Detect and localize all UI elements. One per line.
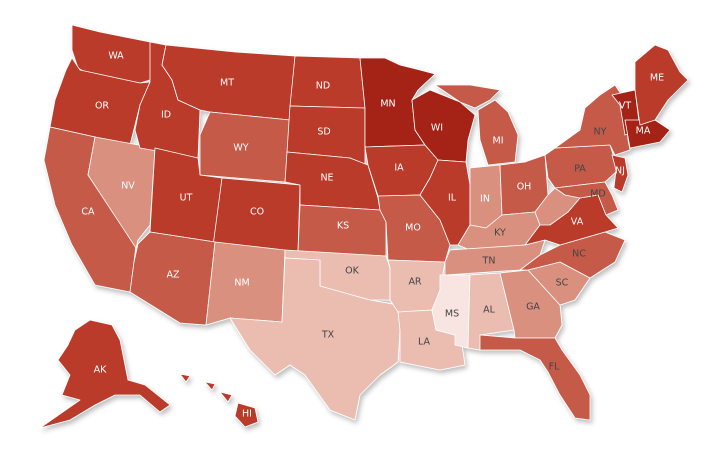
label-UT: UT: [180, 193, 193, 204]
label-NE: NE: [320, 173, 333, 184]
label-CO: CO: [250, 207, 264, 218]
label-IN: IN: [480, 194, 490, 205]
label-NY: NY: [594, 127, 607, 138]
state-labels: WA OR CA NV ID MT WY UT CO AZ NM ND SD N…: [81, 51, 664, 420]
label-MS: MS: [445, 309, 459, 320]
label-AR: AR: [408, 277, 421, 288]
label-MN: MN: [380, 99, 395, 110]
state-WY[interactable]: [199, 111, 291, 183]
label-WA: WA: [108, 51, 124, 62]
label-WY: WY: [233, 143, 248, 154]
label-HI: HI: [242, 409, 252, 420]
label-VT: VT: [619, 101, 631, 112]
label-IA: IA: [394, 163, 404, 174]
label-NM: NM: [234, 278, 249, 289]
label-OH: OH: [517, 182, 532, 193]
label-VA: VA: [571, 217, 584, 228]
state-FL[interactable]: [479, 334, 591, 421]
label-TX: TX: [321, 330, 335, 341]
label-NV: NV: [121, 181, 135, 192]
label-AZ: AZ: [166, 270, 179, 281]
label-GA: GA: [526, 302, 540, 313]
label-CA: CA: [81, 207, 95, 218]
label-ID: ID: [161, 110, 171, 121]
label-MI: MI: [493, 136, 504, 147]
label-MA: MA: [636, 126, 651, 137]
label-PA: PA: [574, 164, 586, 175]
label-AL: AL: [483, 305, 495, 316]
label-ND: ND: [316, 81, 330, 92]
label-OK: OK: [345, 266, 359, 277]
state-MI[interactable]: [434, 84, 519, 166]
label-AK: AK: [94, 365, 107, 376]
state-IL[interactable]: [419, 159, 471, 246]
label-KS: KS: [337, 221, 349, 232]
label-LA: LA: [418, 337, 431, 348]
label-SD: SD: [317, 127, 330, 138]
state-HI[interactable]: [179, 373, 259, 428]
state-MT[interactable]: [161, 44, 296, 121]
state-KS[interactable]: [297, 204, 387, 257]
state-ME[interactable]: [634, 44, 689, 126]
state-MD[interactable]: [554, 181, 619, 216]
state-WI[interactable]: [411, 89, 476, 163]
state-TX[interactable]: [229, 257, 401, 421]
state-MN[interactable]: [359, 57, 436, 148]
state-TN[interactable]: [444, 239, 546, 276]
label-FL: FL: [549, 362, 560, 373]
label-NJ: NJ: [615, 166, 625, 177]
label-SC: SC: [556, 278, 569, 289]
label-MD: MD: [590, 189, 606, 200]
label-WI: WI: [431, 123, 443, 134]
label-IL: IL: [448, 193, 457, 204]
state-AK[interactable]: [39, 319, 171, 429]
label-MT: MT: [220, 78, 234, 89]
state-NJ[interactable]: [611, 154, 629, 193]
label-ME: ME: [650, 73, 664, 84]
state-NC[interactable]: [519, 231, 626, 279]
label-TN: TN: [482, 256, 496, 267]
label-MO: MO: [405, 223, 421, 234]
label-NC: NC: [572, 249, 586, 260]
label-KY: KY: [494, 228, 506, 239]
label-OR: OR: [95, 101, 109, 112]
